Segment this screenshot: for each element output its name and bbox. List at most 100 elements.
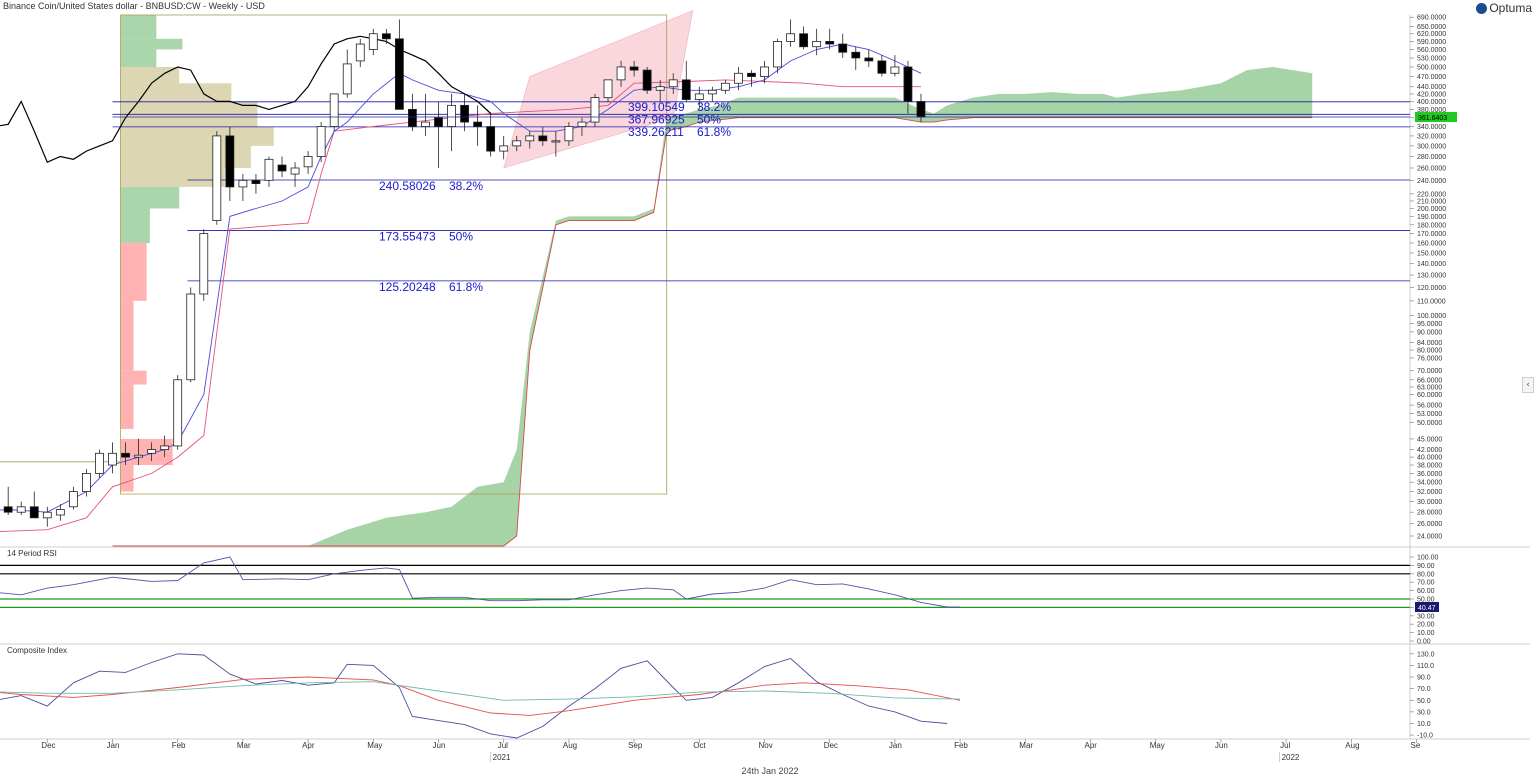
cloud-span-b [112,117,1313,547]
price-tick-label-39: 63.0000 [1417,384,1442,391]
candle-body-39 [473,121,483,127]
candle-body-45 [551,140,561,143]
price-tick-label-54: 24.0000 [1417,534,1442,541]
candle-body-48 [590,97,600,123]
volume-profile-bar-6 [120,126,274,146]
price-tick-label-47: 38.0000 [1417,463,1442,470]
rsi-tick-label-7: 30.00 [1417,613,1435,620]
rsi-tick-label-2: 80.00 [1417,571,1435,578]
price-tick-label-25: 160.0000 [1417,240,1446,247]
composite-tick-label-2: 90.0 [1417,675,1431,682]
candle-body-14 [147,449,157,454]
time-tick-label-21: Aug [1345,741,1359,750]
price-tick-label-24: 170.0000 [1417,231,1446,238]
time-tick-label-6: May [367,741,382,750]
candle-body-26 [303,156,313,168]
time-tick-label-8: Jul [498,741,508,750]
volume-profile-bar-2 [120,49,157,67]
candle-body-33 [394,38,404,110]
price-tick-label-13: 340.0000 [1417,124,1446,131]
fib-label-upper-1: 367.96925 [628,112,685,126]
candle-body-19 [212,135,222,221]
candle-body-32 [381,33,391,40]
candle-body-53 [655,86,665,91]
time-tick-label-4: Mar [237,741,251,750]
candle-body-21 [238,179,248,188]
candle-body-35 [421,121,430,127]
candle-body-64 [799,33,809,48]
range-box [120,14,668,495]
time-tick-label-14: Jan [889,741,902,750]
candle-body-65 [812,41,822,48]
candle-body-42 [512,140,522,147]
price-tick-label-44: 45.0000 [1417,436,1442,443]
candle-body-73 [916,101,926,118]
fib-label-lower-2: 125.20248 [379,280,436,294]
composite-tick-label-7: -10.0 [1417,733,1433,740]
candle-body-10 [95,452,104,474]
candle-body-28 [329,93,339,127]
price-tick-label-0: 690.0000 [1417,15,1446,22]
candle-body-67 [838,43,848,53]
candle-body-18 [199,233,209,295]
candle-body-60 [747,72,756,77]
rsi-value-tag [1415,602,1439,613]
price-tick-label-43: 50.0000 [1417,420,1442,427]
candle-body-25 [290,167,300,175]
price-tick-label-35: 80.0000 [1417,348,1442,355]
price-tick-label-10: 400.0000 [1417,99,1446,106]
fib-label-lower-1: 173.55473 [379,229,436,243]
time-tick-label-11: Oct [693,741,706,750]
volume-profile-bar-15 [120,438,173,466]
price-tick-label-11: 380.0000 [1417,107,1446,114]
price-tick-label-9: 420.0000 [1417,91,1446,98]
price-tick-label-3: 590.0000 [1417,39,1446,46]
price-tick-label-4: 560.0000 [1417,47,1446,54]
candle-body-54 [668,79,678,88]
composite-series-1 [0,676,961,716]
price-tick-label-17: 260.0000 [1417,165,1446,172]
composite-panel-title: Composite Index [7,646,68,655]
candle-body-55 [681,79,691,100]
price-tick-label-48: 36.0000 [1417,471,1442,478]
candle-body-58 [720,82,730,91]
rsi-tick-label-10: 0.00 [1417,639,1431,646]
candle-body-6 [42,511,52,519]
candle-body-22 [251,179,261,185]
price-tick-label-50: 32.0000 [1417,489,1442,496]
collapse-panel-button[interactable]: ‹ [1522,377,1534,393]
time-tick-label-19: Jun [1215,741,1228,750]
last-price-label: 361.6403 [1418,115,1447,122]
time-tick-label-5: Apr [302,741,315,750]
candle-body-8 [68,491,78,508]
candle-body-44 [538,135,548,142]
price-tick-label-32: 95.0000 [1417,321,1442,328]
composite-tick-label-4: 50.0 [1417,698,1431,705]
time-tick-label-12: Nov [759,741,773,750]
candle-body-50 [616,66,626,81]
price-tick-label-19: 220.0000 [1417,191,1446,198]
volume-profile-bar-11 [120,242,147,301]
time-tick-label-18: May [1150,741,1165,750]
price-tick-label-22: 190.0000 [1417,214,1446,221]
candle-body-70 [877,60,887,74]
volume-profile-bar-4 [120,83,232,102]
brand-logo: Optuma [1476,1,1532,15]
footer-date: 24th Jan 2022 [741,766,799,776]
candle-body-41 [499,145,509,152]
fib-label-upper-2: 339.26211 [628,125,684,139]
candle-body-62 [773,41,782,68]
price-tick-label-29: 120.0000 [1417,285,1446,292]
time-tick-label-1: Dec [41,741,55,750]
volume-profile-bar-10 [120,208,150,243]
price-tick-label-31: 100.0000 [1417,313,1446,320]
fib-pct-upper-1: 50% [697,112,721,126]
candle-body-34 [408,108,417,127]
price-tick-label-40: 60.0000 [1417,392,1442,399]
optuma-logo-icon [1476,2,1488,14]
price-tick-label-37: 70.0000 [1417,368,1442,375]
rsi-value-label: 40.47 [1418,605,1436,612]
volume-profile-bar-9 [120,186,180,209]
rising-channel [503,10,694,169]
